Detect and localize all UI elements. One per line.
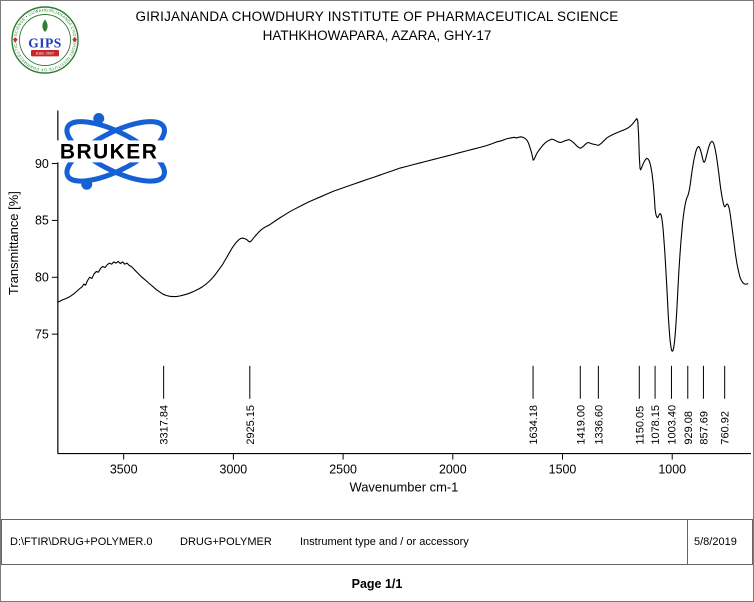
y-axis-title: Transmittance [%]	[6, 191, 21, 295]
peak-label: 1003.40	[666, 405, 678, 445]
report-info-table: D:\FTIR\DRUG+POLYMER.0 DRUG+POLYMER Inst…	[1, 519, 753, 565]
peak-label: 1336.60	[593, 405, 605, 445]
bruker-atom-orbit-icon	[64, 119, 167, 184]
gips-logo-banner	[31, 50, 59, 57]
institute-address: HATHKHOWAPARA, AZARA, GHY-17	[262, 28, 492, 43]
ftir-spectrum-chart: 90 85 80 75 3500 3000 2500 2000 1500 1000 Transm…	[6, 110, 752, 494]
x-tick-label: 1000	[658, 463, 686, 477]
bruker-logo: BRUKER	[56, 112, 167, 190]
x-axis-title: Wavenumber cm-1	[349, 479, 458, 494]
bruker-logo-text-backplate	[56, 140, 165, 163]
gips-logo-inner-ring	[19, 14, 71, 66]
spectrum-curve-group	[57, 118, 749, 352]
x-tick-label: 3500	[110, 463, 138, 477]
page-number: Page 1/1	[351, 577, 403, 591]
instrument-description: Instrument type and / or accessory	[300, 536, 469, 548]
peak-label: 2925.15	[245, 405, 257, 445]
gips-logo-outer-ring	[11, 6, 79, 74]
peak-label: 1150.05	[634, 406, 646, 445]
peak-label: 857.69	[698, 411, 710, 445]
report-date: 5/8/2019	[687, 520, 752, 564]
peak-label: 929.08	[683, 411, 695, 445]
institute-name: GIRIJANANDA CHOWDHURY INSTITUTE OF PHARM…	[135, 9, 619, 24]
bruker-logo-text: BRUKER	[60, 140, 159, 163]
spectrum-curve	[57, 118, 749, 352]
y-tick-label: 85	[35, 214, 49, 228]
y-axis-ticks: 90 85 80 75	[35, 157, 58, 341]
spectrum-chart-area: 90 85 80 75 3500 3000 2500 2000 1500 1000 Transm…	[1, 93, 753, 499]
peak-label: 1634.18	[528, 405, 540, 445]
x-tick-label: 1500	[549, 463, 577, 477]
peak-label: 760.92	[720, 411, 732, 445]
x-tick-label: 3000	[220, 463, 248, 477]
peak-label: 3317.84	[159, 405, 171, 445]
peak-label: 1078.15	[650, 405, 662, 445]
y-tick-label: 75	[35, 327, 49, 341]
x-tick-label: 2500	[329, 463, 357, 477]
x-axis-ticks: 3500 3000 2500 2000 1500 1000	[110, 453, 686, 477]
y-tick-label: 80	[35, 271, 49, 285]
y-tick-label: 90	[35, 157, 49, 171]
bruker-atom-electron-icon	[93, 112, 105, 124]
peak-label: 1419.00	[575, 405, 587, 445]
gips-logo: GIRIJANANDA CHOWDHURY INSTITUTE OF PHARM…	[10, 5, 79, 74]
gips-logo-estd-text: Estd. 2007	[36, 52, 54, 56]
gips-logo-text: GIPS	[28, 36, 62, 51]
bruker-atom-electron-icon	[81, 178, 93, 190]
x-tick-label: 2000	[439, 463, 467, 477]
peak-annotations: 3317.84 2925.15 1634.18 1419.00 1336.60 1150.…	[159, 365, 732, 445]
header-titles: GIRIJANANDA CHOWDHURY INSTITUTE OF PHARM…	[1, 1, 753, 43]
bruker-atom-orbit-icon	[64, 119, 167, 184]
file-path: D:\FTIR\DRUG+POLYMER.0	[10, 536, 153, 548]
report-header: GIRIJANANDA CHOWDHURY INSTITUTE OF PHARM…	[1, 1, 753, 93]
sample-name: DRUG+POLYMER	[180, 536, 272, 548]
gips-logo-emblem-icon	[42, 19, 48, 32]
